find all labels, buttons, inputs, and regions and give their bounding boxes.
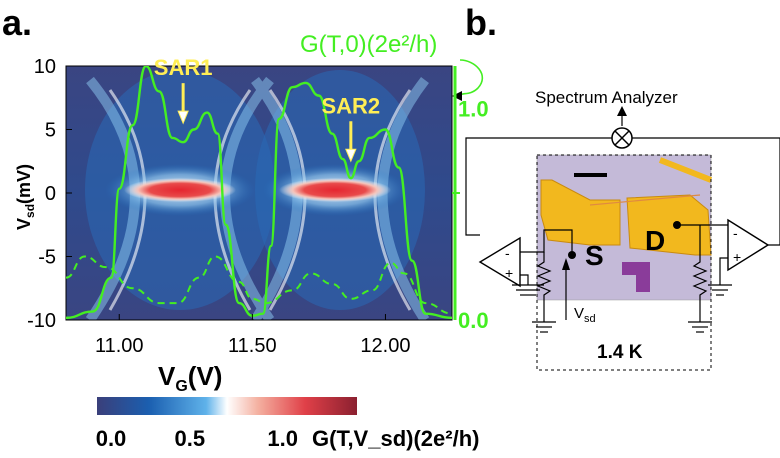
y-tick-label: -10 xyxy=(27,310,56,332)
gate-pad xyxy=(622,262,650,292)
y-tick-label: 10 xyxy=(34,56,56,78)
x-tick-label: 12.00 xyxy=(360,335,410,357)
annotation-arrow-head xyxy=(345,148,357,163)
x-tick-label: 11.00 xyxy=(95,335,144,357)
colorbar-tick-label: 0.5 xyxy=(175,426,206,451)
heatmap-image xyxy=(66,66,452,320)
left-amp-minus: - xyxy=(505,245,510,261)
series-dashed-line xyxy=(66,255,452,315)
drain-label: D xyxy=(645,225,665,256)
annotation-label: SAR1 xyxy=(154,55,213,80)
source-contact-dot xyxy=(568,251,576,259)
right-axis-callout-line xyxy=(457,59,484,97)
cryostat-boundary xyxy=(536,154,712,371)
drain-electrode xyxy=(626,194,712,256)
colorbar xyxy=(97,397,357,415)
analyzer-arrow xyxy=(617,106,627,116)
right-tick-label: 1.0 xyxy=(458,96,489,121)
source-label: S xyxy=(585,240,604,271)
colorbar-tick-label: 0.0 xyxy=(96,426,127,451)
colorbar-label: G(T,V_sd)(2e²/h) xyxy=(312,426,479,451)
source-electrode xyxy=(540,179,621,246)
vsd-label: Vsd xyxy=(574,305,596,325)
annotation-arrow-head xyxy=(177,110,189,125)
panel-label-a: a. xyxy=(2,2,32,43)
x-axis-label: VG(V) xyxy=(158,361,222,395)
annotation-label: SAR2 xyxy=(321,93,380,118)
series-solid-line xyxy=(66,66,452,320)
right-amp-plus: + xyxy=(733,249,741,265)
y-tick-label: 0 xyxy=(45,183,56,205)
circuit-diagram: Spectrum Analyzer - + Vsd S xyxy=(465,88,780,371)
left-amplifier xyxy=(478,236,521,288)
y-axis-label: Vsd(mV) xyxy=(14,164,37,230)
temperature-label: 1.4 K xyxy=(597,342,643,363)
right-tick-label: 0.0 xyxy=(458,308,489,333)
y-tick-label: -5 xyxy=(38,247,56,269)
spectrum-analyzer-label: Spectrum Analyzer xyxy=(535,88,678,107)
left-resistor xyxy=(536,252,552,322)
x-tick-label: 11.50 xyxy=(228,335,277,357)
y-tick-label: 5 xyxy=(45,120,56,142)
colorbar-tick-label: 1.0 xyxy=(267,426,298,451)
right-axis-callout-arrow xyxy=(452,91,462,101)
right-amplifier xyxy=(727,218,770,272)
right-axis-label: G(T,0)(2e²/h) xyxy=(300,31,437,58)
left-amp-plus: + xyxy=(505,265,513,281)
right-amp-minus: - xyxy=(733,225,738,241)
right-resistor xyxy=(692,225,708,322)
panel-label-b: b. xyxy=(465,2,497,43)
